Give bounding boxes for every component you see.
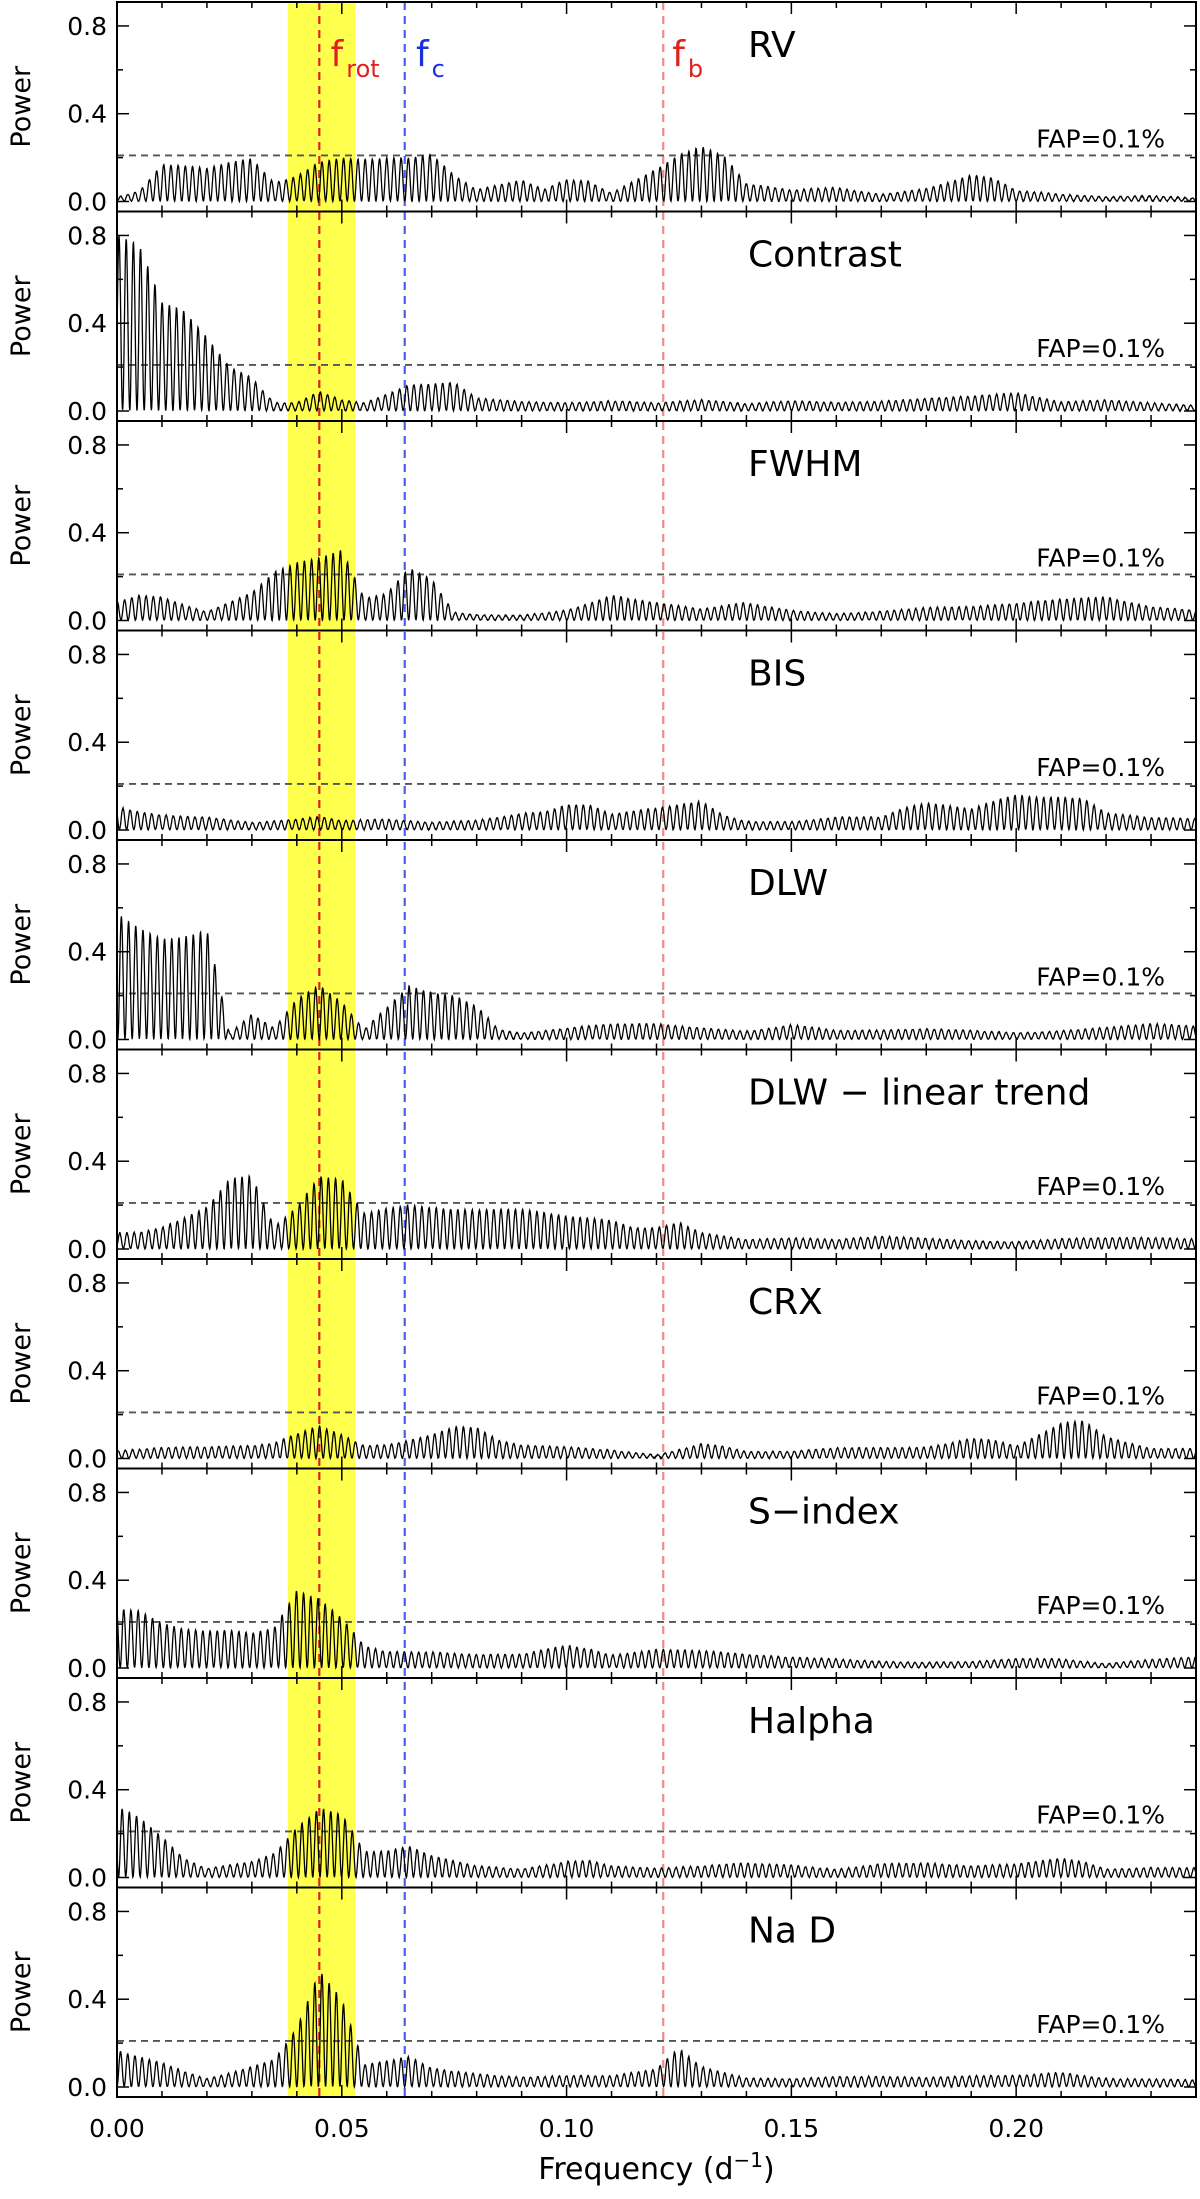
power-curve [116,235,1197,414]
panel-frame [116,1258,1197,1470]
panel-label: S−index [748,1492,900,1533]
y-axis-title: Power [6,1741,37,1824]
x-axis-title: Frequency (d−1) [538,2148,774,2187]
label-layer: 0.0 0.4 0.8 Power RV FAP=0.1% 0.0 0.4 0.8 Power Co… [6,12,1165,2187]
y-tick-label: 0.0 [67,188,107,217]
power-curve [116,549,1197,623]
power-curve [116,1808,1197,1880]
fap-label: FAP=0.1% [1036,753,1165,782]
y-tick-label: 0.8 [67,850,107,879]
y-tick-label: 0.4 [67,728,107,757]
y-tick-label: 0.8 [67,1269,107,1298]
panel-frame [116,420,1197,632]
y-axis-title: Power [6,1113,37,1196]
y-tick-label: 0.0 [67,1864,107,1893]
y-tick-label: 0.8 [67,12,107,41]
x-tick-label: 0.10 [539,2114,595,2143]
y-tick-label: 0.0 [67,397,107,426]
fap-label: FAP=0.1% [1036,1172,1165,1201]
fap-label: FAP=0.1% [1036,124,1165,153]
y-tick-label: 0.8 [67,1478,107,1507]
panel-label: DLW − linear trend [748,1073,1090,1114]
y-axis-title: Power [6,65,37,148]
y-tick-label: 0.0 [67,1445,107,1474]
fap-label: FAP=0.1% [1036,1591,1165,1620]
fap-label: FAP=0.1% [1036,1800,1165,1829]
x-tick-label: 0.05 [314,2114,370,2143]
power-curve [116,1419,1197,1461]
y-tick-label: 0.4 [67,1357,107,1386]
panel-label: FWHM [748,444,862,485]
y-tick-label: 0.8 [67,1688,107,1717]
panel-label: DLW [748,863,828,904]
y-axis-title: Power [6,1951,37,2034]
panel-frame [116,210,1197,422]
y-tick-label: 0.8 [67,640,107,669]
power-curve-layer [116,146,1197,2090]
fap-label: FAP=0.1% [1036,543,1165,572]
panel-label: Halpha [748,1701,875,1742]
panel-frame [116,629,1197,841]
y-tick-label: 0.0 [67,1235,107,1264]
panel-label: BIS [748,654,806,695]
y-tick-label: 0.4 [67,100,107,129]
y-tick-label: 0.0 [67,607,107,636]
y-tick-label: 0.8 [67,1897,107,1926]
y-axis-title: Power [6,903,37,986]
panel-frame [116,1467,1197,1679]
y-tick-label: 0.4 [67,1776,107,1805]
panel-label: CRX [748,1282,823,1323]
x-tick-label: 0.00 [89,2114,145,2143]
y-tick-label: 0.8 [67,431,107,460]
y-axis-title: Power [6,1532,37,1615]
fap-label: FAP=0.1% [1036,2010,1165,2039]
y-axis-title: Power [6,1322,37,1405]
power-curve [116,1973,1197,2090]
y-tick-label: 0.0 [67,1026,107,1055]
panel-frame-layer [116,1,1197,2098]
marker-label-rot: f rot [331,34,380,83]
y-axis-title: Power [6,484,37,567]
power-curve [116,1590,1197,1671]
power-curve [116,794,1197,832]
y-tick-label: 0.0 [67,2073,107,2102]
panel-label: Contrast [748,235,902,276]
y-axis-title: Power [6,694,37,777]
fap-label: FAP=0.1% [1036,334,1165,363]
panel-frame [116,1886,1197,2098]
y-tick-label: 0.8 [67,221,107,250]
y-tick-label: 0.4 [67,938,107,967]
fap-label: FAP=0.1% [1036,1381,1165,1410]
fap-label: FAP=0.1% [1036,962,1165,991]
y-tick-label: 0.4 [67,1985,107,2014]
panel-frame [116,1,1197,213]
y-tick-label: 0.0 [67,1654,107,1683]
y-axis-title: Power [6,275,37,358]
power-curve [116,916,1197,1042]
y-tick-label: 0.0 [67,816,107,845]
x-tick-label: 0.15 [764,2114,820,2143]
panel-label: RV [748,25,796,66]
x-tick-label: 0.20 [988,2114,1044,2143]
panel-frame [116,839,1197,1051]
panel-label: Na D [748,1911,836,1952]
y-tick-label: 0.4 [67,1147,107,1176]
power-curve [116,1173,1197,1252]
y-tick-label: 0.4 [67,309,107,338]
y-tick-label: 0.4 [67,519,107,548]
y-tick-label: 0.4 [67,1566,107,1595]
y-tick-label: 0.8 [67,1059,107,1088]
